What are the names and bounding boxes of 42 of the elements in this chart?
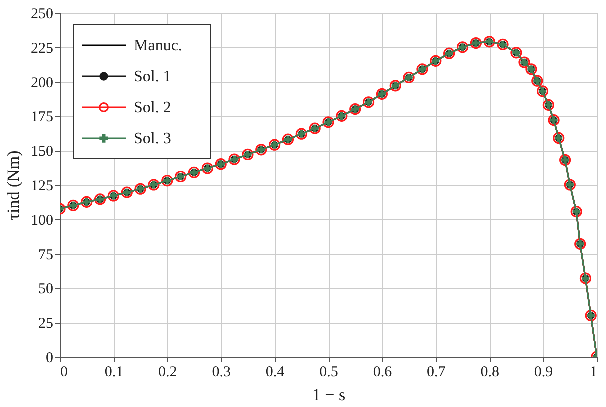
point — [553, 132, 565, 144]
y-tick-label: 250 — [31, 6, 54, 22]
point — [188, 166, 200, 178]
y-tick-label: 0 — [46, 350, 54, 366]
point — [470, 37, 482, 50]
point — [362, 96, 375, 108]
y-tick-label: 125 — [31, 178, 54, 194]
point — [560, 154, 572, 166]
x-tick-label: 0.1 — [104, 364, 124, 380]
x-tick-label: 0.4 — [266, 364, 286, 380]
point — [175, 170, 187, 183]
legend-label: Sol. 3 — [134, 130, 172, 148]
x-tick-label: 0.3 — [212, 364, 231, 380]
x-tick-label: 1 — [590, 364, 598, 380]
point — [580, 272, 592, 284]
point — [336, 110, 348, 122]
point — [242, 148, 254, 161]
x-tick-label: 0.5 — [320, 364, 338, 380]
y-tick-label: 50 — [38, 282, 54, 298]
legend-label: Sol. 1 — [134, 68, 172, 86]
y-tick-label: 25 — [38, 316, 54, 332]
y-tick-label: 225 — [31, 40, 54, 57]
x-tick-label: 0 — [60, 364, 68, 380]
x-tick-label: 0.7 — [427, 364, 446, 380]
y-tick-label: 175 — [31, 110, 54, 126]
point — [536, 86, 549, 98]
y-axis-title: τind (Nm) — [4, 150, 23, 220]
y-tick-label: 150 — [31, 144, 54, 160]
y-tick-label: 75 — [38, 247, 54, 264]
x-tick-label: 0.2 — [158, 364, 178, 380]
point — [94, 194, 106, 206]
legend-label: Sol. 2 — [134, 100, 172, 116]
point — [585, 310, 597, 322]
x-tick-label: 0.8 — [480, 364, 500, 380]
legend-label: Manuc. — [134, 38, 182, 54]
y-tick-label: 100 — [31, 212, 54, 229]
x-tick-label: 0.9 — [534, 364, 554, 380]
point — [456, 42, 469, 54]
y-tick-label: 200 — [31, 75, 54, 92]
x-axis-title: 1 − s — [312, 386, 346, 404]
x-tick-label: 0.6 — [373, 364, 393, 380]
point — [282, 134, 294, 146]
